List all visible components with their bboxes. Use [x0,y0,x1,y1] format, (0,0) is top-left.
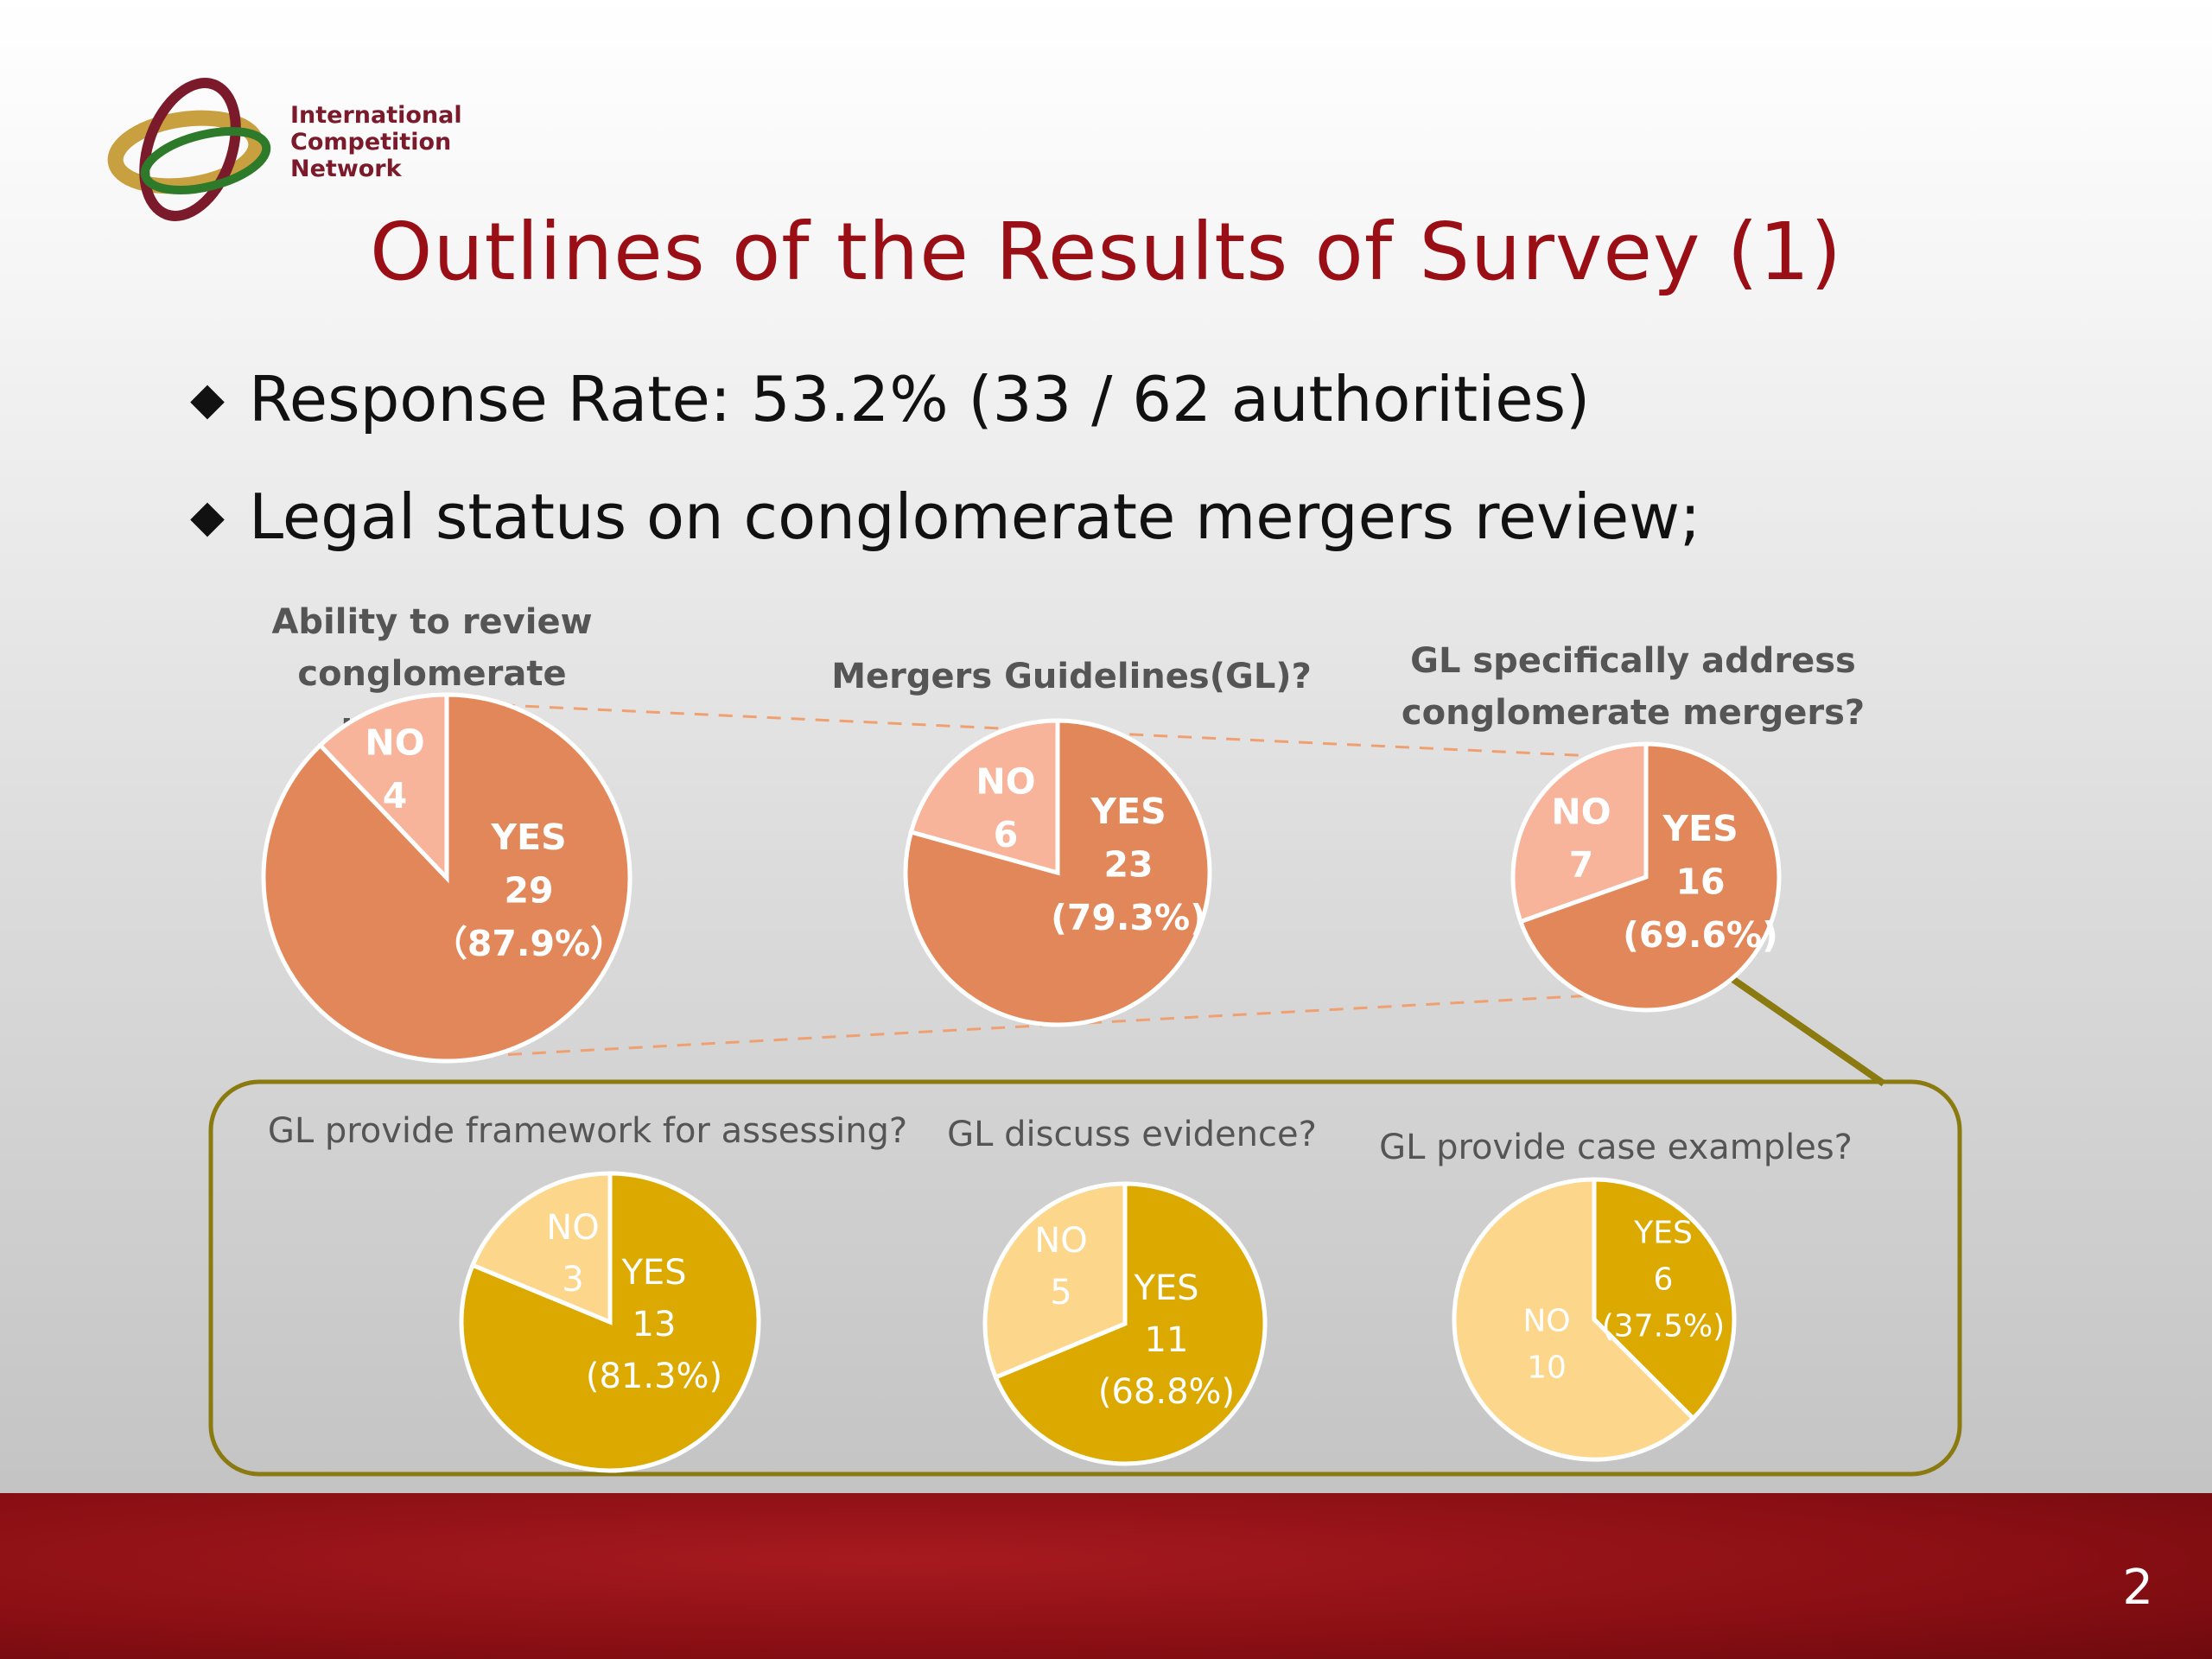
pie-label-no: NO [365,722,424,764]
page-number: 2 [2122,1560,2153,1616]
pie-label-yes: 29 [504,869,553,911]
slide-title: Outlines of the Results of Survey (1) [369,206,1843,298]
bullet-text: Response Rate: 53.2% (33 / 62 authoritie… [249,363,1591,435]
pie-label-no: NO [1034,1221,1087,1261]
pie-slice-no [469,1171,613,1325]
pie-label-no: NO [1522,1304,1570,1339]
pie-label-yes: (68.8%) [1098,1372,1235,1412]
footer-banner: 2 [0,1493,2212,1659]
sub-questions-box [208,1079,1962,1477]
pie-label-yes: 6 [1654,1262,1674,1298]
pie-label-yes: YES [1133,1268,1198,1308]
pie-slice-no [1452,1177,1697,1462]
pie-slice-no [317,692,449,884]
pie-label-no: NO [546,1208,599,1248]
pie-label-yes: （87.9%） [432,923,626,964]
logo-text: International Competition Network [290,102,462,182]
pie-label-yes: 11 [1145,1320,1189,1360]
pie-label-yes: (81.3%) [586,1357,722,1396]
pie-label-yes: (37.5%) [1602,1309,1725,1344]
bullet-text: Legal status on conglomerate mergers rev… [249,480,1701,553]
pie-label-no: 3 [562,1260,583,1300]
icn-logo: International Competition Network [104,67,462,232]
bullet-legal-status: ◆ Legal status on conglomerate mergers re… [190,480,1700,553]
pie-slice-yes [1517,741,1782,1013]
pie-label-yes: YES [1633,1216,1693,1251]
pie-label-no: 7 [1569,844,1594,886]
pie-label-no: 5 [1050,1273,1071,1313]
pie-chart-3: YES 16 (69.6%) NO 7 [1510,741,1782,1013]
pie-label-yes: 16 [1675,861,1725,902]
question-evidence: GL discuss evidence? [947,1115,1317,1154]
connector-line [1721,969,1886,1087]
pie-slice-no [1510,741,1649,925]
pie-slice-no [908,718,1060,876]
pie-label-yes: YES [1662,808,1738,849]
diamond-bullet-icon: ◆ [190,373,225,425]
pie-chart-4: YES 13 (81.3%) NO 3 [459,1171,761,1473]
pie-label-yes: YES [620,1253,686,1293]
pie-chart-6: YES 6 (37.5%) NO 10 [1452,1177,1737,1462]
pie-slice-yes [993,1181,1268,1466]
pie-label-no: 6 [994,814,1019,855]
question-gl-conglomerate: GL specifically address conglomerate mer… [1401,641,1866,733]
question-merger-guidelines: Mergers Guidelines(GL)? [831,657,1312,696]
question-framework: GL provide framework for assessing? [267,1111,908,1151]
pie-label-yes: YES [490,817,566,858]
pie-label-no: NO [1551,791,1611,833]
pie-chart-1: YES 29 （87.9%） NO 4 [261,692,632,1064]
pie-label-no: 4 [383,775,408,817]
icn-emblem-icon [107,78,271,221]
question-case-examples: GL provide case examples? [1379,1128,1853,1167]
pie-slice-yes [1592,1177,1737,1422]
pie-label-yes: (79.3%) [1051,897,1206,938]
pie-label-no: 10 [1527,1351,1567,1386]
dashed-zoom-line-2 [483,992,1625,1058]
pie-label-yes: (69.6%) [1623,914,1778,956]
pie-chart-5: YES 11 (68.8%) NO 5 [982,1181,1268,1466]
pie-label-yes: YES [1090,791,1166,832]
pie-label-yes: 13 [632,1305,677,1344]
pie-label-no: NO [976,761,1035,803]
bullet-response-rate: ◆ Response Rate: 53.2% (33 / 62 authoriti… [190,363,1590,435]
pie-chart-2: YES 23 (79.3%) NO 6 [903,718,1212,1027]
diamond-bullet-icon: ◆ [190,491,225,543]
pie-label-yes: 23 [1103,843,1153,885]
pie-slice-no [982,1181,1128,1381]
